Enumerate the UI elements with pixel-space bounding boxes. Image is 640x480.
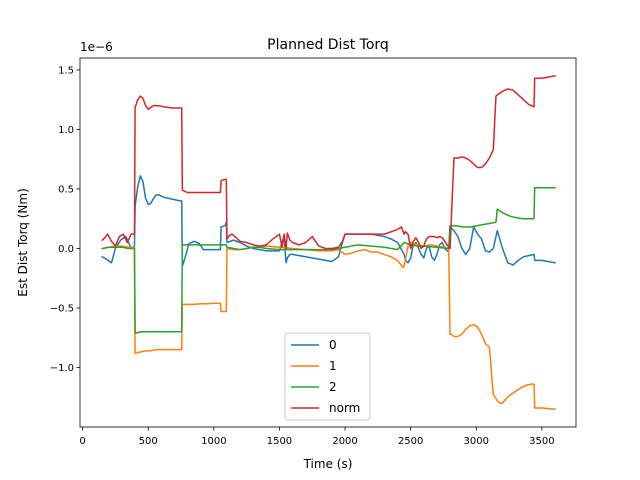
y-tick-label: 1.5 — [58, 65, 74, 76]
x-tick-label: 3000 — [464, 436, 489, 447]
x-tick-label: 500 — [139, 436, 158, 447]
x-tick-label: 2500 — [398, 436, 423, 447]
legend-label: norm — [329, 401, 360, 415]
y-tick-label: −0.5 — [50, 303, 74, 314]
x-tick-label: 3500 — [529, 436, 554, 447]
series-layer — [101, 74, 556, 410]
y-axis-label: Est Dist Torq (Nm) — [16, 188, 30, 297]
x-axis-label: Time (s) — [303, 457, 353, 471]
y-tick-label: 1.0 — [58, 125, 74, 136]
legend-box — [284, 332, 371, 421]
x-tick-label: 0 — [79, 436, 85, 447]
y-axis: −1.0 −0.5 0.0 0.5 1.0 1.5 — [50, 65, 80, 374]
chart-title: Planned Dist Torq — [267, 37, 389, 53]
legend-label: 2 — [329, 380, 337, 394]
series-line-2 — [101, 187, 556, 334]
y-tick-label: 0.0 — [58, 244, 74, 255]
series-line-1 — [101, 241, 556, 410]
x-tick-label: 1000 — [201, 436, 226, 447]
x-axis: 0 500 1000 1500 2000 2500 3000 3500 — [79, 427, 555, 447]
plot-frame — [79, 57, 577, 428]
series-line-0 — [101, 175, 556, 268]
legend-label: 1 — [329, 359, 337, 373]
x-tick-label: 2000 — [332, 436, 357, 447]
y-tick-label: −1.0 — [50, 363, 74, 374]
legend: 0 1 2 norm — [284, 332, 371, 421]
legend-label: 0 — [329, 338, 337, 352]
x-tick-label: 1500 — [267, 436, 292, 447]
series-line-norm — [101, 74, 556, 250]
y-tick-label: 0.5 — [58, 184, 74, 195]
y-offset-label: 1e−6 — [80, 40, 113, 54]
